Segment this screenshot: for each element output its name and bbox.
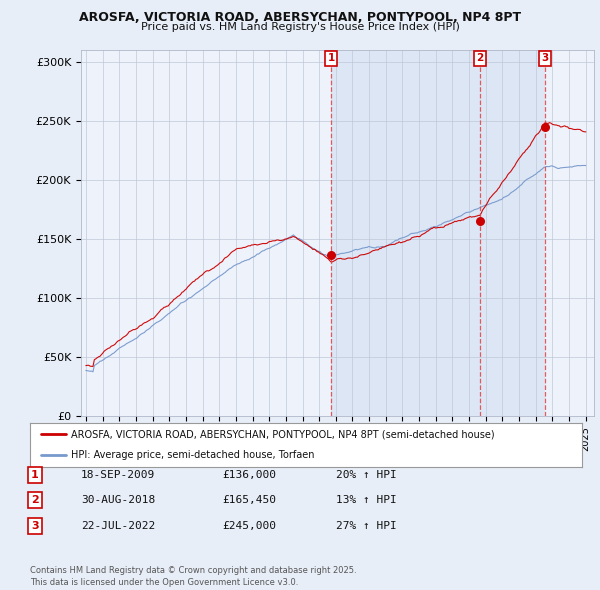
Text: 1: 1	[328, 54, 335, 63]
Text: £245,000: £245,000	[222, 521, 276, 530]
Point	[475, 216, 485, 225]
Text: AROSFA, VICTORIA ROAD, ABERSYCHAN, PONTYPOOL, NP4 8PT (semi-detached house): AROSFA, VICTORIA ROAD, ABERSYCHAN, PONTY…	[71, 429, 495, 439]
Text: £165,450: £165,450	[222, 496, 276, 505]
Text: 20% ↑ HPI: 20% ↑ HPI	[336, 470, 397, 480]
Text: £136,000: £136,000	[222, 470, 276, 480]
Text: 18-SEP-2009: 18-SEP-2009	[81, 470, 155, 480]
Text: 3: 3	[541, 54, 548, 63]
Text: Price paid vs. HM Land Registry's House Price Index (HPI): Price paid vs. HM Land Registry's House …	[140, 22, 460, 32]
Bar	[331, 50, 545, 416]
Text: 30-AUG-2018: 30-AUG-2018	[81, 496, 155, 505]
Text: 3: 3	[31, 521, 38, 530]
Text: Contains HM Land Registry data © Crown copyright and database right 2025.
This d: Contains HM Land Registry data © Crown c…	[30, 566, 356, 587]
Text: 13% ↑ HPI: 13% ↑ HPI	[336, 496, 397, 505]
Point	[326, 251, 336, 260]
Text: AROSFA, VICTORIA ROAD, ABERSYCHAN, PONTYPOOL, NP4 8PT: AROSFA, VICTORIA ROAD, ABERSYCHAN, PONTY…	[79, 11, 521, 24]
Text: 2: 2	[476, 54, 484, 63]
Point	[540, 122, 550, 132]
Text: 2: 2	[31, 496, 38, 505]
Text: HPI: Average price, semi-detached house, Torfaen: HPI: Average price, semi-detached house,…	[71, 450, 315, 460]
Text: 1: 1	[31, 470, 38, 480]
Text: 27% ↑ HPI: 27% ↑ HPI	[336, 521, 397, 530]
Text: 22-JUL-2022: 22-JUL-2022	[81, 521, 155, 530]
